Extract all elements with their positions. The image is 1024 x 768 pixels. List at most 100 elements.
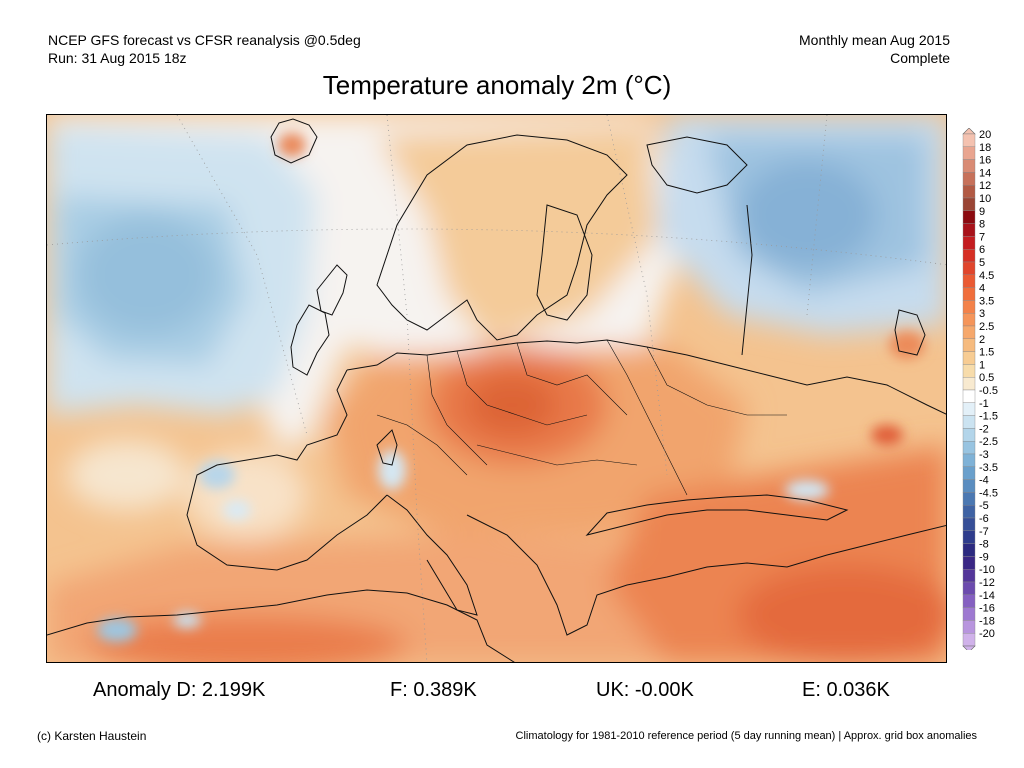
credit-text: (c) Karsten Haustein <box>37 729 147 743</box>
colorbar-swatch <box>962 376 976 391</box>
colorbar-swatch <box>962 581 976 596</box>
colorbar-tick-label: 1.5 <box>979 347 994 359</box>
colorbar-tick-label: -5 <box>979 500 989 512</box>
colorbar-swatch <box>962 607 976 621</box>
colorbar-min-arrow <box>962 645 976 650</box>
colorbar-tick-label: 1 <box>979 359 985 371</box>
colorbar-swatch <box>962 364 976 378</box>
colorbar-swatch <box>962 453 976 468</box>
colorbar-tick-label: 2.5 <box>979 321 994 333</box>
anomaly-detail <box>97 133 925 642</box>
colorbar-tick-label: -2 <box>979 423 989 435</box>
colorbar-tick-label: 3.5 <box>979 295 994 307</box>
colorbar-tick-label: -0.5 <box>979 385 998 397</box>
colorbar-swatch <box>962 517 976 532</box>
colorbar-swatch <box>962 594 976 608</box>
colorbar-swatch <box>962 492 976 506</box>
colorbar-tick-label: -4.5 <box>979 487 998 499</box>
country-borders <box>376 339 787 496</box>
colorbar-boxes <box>962 128 976 650</box>
colorbar-swatch <box>962 441 976 455</box>
colorbar-tick-label: 8 <box>979 219 985 231</box>
colorbar-legend: 201816141210987654.543.532.521.510.5-0.5… <box>962 128 998 650</box>
colorbar-swatch <box>962 402 976 416</box>
colorbar-tick-label: 12 <box>979 180 991 192</box>
colorbar-tick-label: -20 <box>979 628 995 640</box>
colorbar-tick-label: 4 <box>979 283 985 295</box>
colorbar-swatch <box>962 338 976 352</box>
colorbar-swatch <box>962 543 976 557</box>
model-description: NCEP GFS forecast vs CFSR reanalysis @0.… <box>48 32 361 48</box>
run-time: Run: 31 Aug 2015 18z <box>48 50 187 66</box>
colorbar-tick-label: 18 <box>979 142 991 154</box>
colorbar-swatch <box>962 633 976 647</box>
colorbar-swatch <box>962 389 976 404</box>
colorbar-tick-label: 9 <box>979 206 985 218</box>
colorbar-swatch <box>962 287 976 301</box>
header-left: NCEP GFS forecast vs CFSR reanalysis @0.… <box>48 31 361 67</box>
colorbar-swatch <box>962 351 976 365</box>
colorbar-tick-label: -2.5 <box>979 436 998 448</box>
colorbar-swatch <box>962 530 976 544</box>
colorbar-swatch <box>962 146 976 160</box>
colorbar-swatch <box>962 569 976 583</box>
colorbar-swatch <box>962 505 976 519</box>
header-right: Monthly mean Aug 2015 Complete <box>799 31 950 67</box>
colorbar-swatch <box>962 466 976 480</box>
colorbar-tick-label: 4.5 <box>979 270 994 282</box>
anomaly-france: F: 0.389K <box>390 679 477 701</box>
colorbar-tick-label: 14 <box>979 167 991 179</box>
colorbar-tick-label: 3 <box>979 308 985 320</box>
colorbar-tick-label: -4 <box>979 475 989 487</box>
colorbar-tick-label: 6 <box>979 244 985 256</box>
colorbar-tick-label: 5 <box>979 257 985 269</box>
anomaly-spain: E: 0.036K <box>802 679 890 701</box>
colorbar-tick-label: -3 <box>979 449 989 461</box>
colorbar-tick-label: -1.5 <box>979 411 998 423</box>
colorbar-swatch <box>962 172 976 186</box>
colorbar-tick-label: -6 <box>979 513 989 525</box>
colorbar-tick-label: -8 <box>979 539 989 551</box>
colorbar-swatch <box>962 261 976 276</box>
colorbar-tick-label: -10 <box>979 564 995 576</box>
colorbar-swatch <box>962 312 976 327</box>
colorbar-swatch <box>962 415 976 429</box>
colorbar-labels: 201816141210987654.543.532.521.510.5-0.5… <box>979 129 998 640</box>
colorbar-swatch <box>962 197 976 212</box>
colorbar-tick-label: -3.5 <box>979 462 998 474</box>
climatology-note: Climatology for 1981-2010 reference peri… <box>515 730 977 742</box>
colorbar-tick-label: 7 <box>979 231 985 243</box>
anomaly-germany: Anomaly D: 2.199K <box>93 679 266 701</box>
colorbar-swatch <box>962 223 976 237</box>
colorbar-max-arrow <box>962 128 976 135</box>
colorbar-swatch <box>962 620 976 634</box>
colorbar-swatch <box>962 210 976 224</box>
colorbar-tick-label: -16 <box>979 603 995 615</box>
colorbar-tick-label: 2 <box>979 334 985 346</box>
colorbar-tick-label: 0.5 <box>979 372 994 384</box>
colorbar-tick-label: -14 <box>979 590 995 602</box>
graticule <box>47 115 946 662</box>
colorbar-tick-label: -12 <box>979 577 995 589</box>
colorbar-swatch <box>962 133 976 148</box>
colorbar-swatch <box>962 428 976 442</box>
status-label: Complete <box>890 50 950 66</box>
colorbar-swatch <box>962 556 976 570</box>
colorbar-swatch <box>962 185 976 199</box>
colorbar-swatch <box>962 325 976 340</box>
colorbar-tick-label: -18 <box>979 615 995 627</box>
colorbar-swatch <box>962 248 976 263</box>
colorbar-swatch <box>962 159 976 173</box>
map-title: Temperature anomaly 2m (°C) <box>322 70 672 100</box>
temperature-anomaly-map <box>46 114 947 663</box>
colorbar-swatch <box>962 479 976 493</box>
coastlines <box>47 118 946 662</box>
colorbar-tick-label: 20 <box>979 129 991 141</box>
colorbar-tick-label: 16 <box>979 155 991 167</box>
colorbar-swatch <box>962 236 976 250</box>
period-label: Monthly mean Aug 2015 <box>799 32 950 48</box>
colorbar-swatch <box>962 274 976 288</box>
colorbar-swatch <box>962 300 976 314</box>
colorbar-tick-label: 10 <box>979 193 991 205</box>
anomaly-uk: UK: -0.00K <box>596 679 694 701</box>
